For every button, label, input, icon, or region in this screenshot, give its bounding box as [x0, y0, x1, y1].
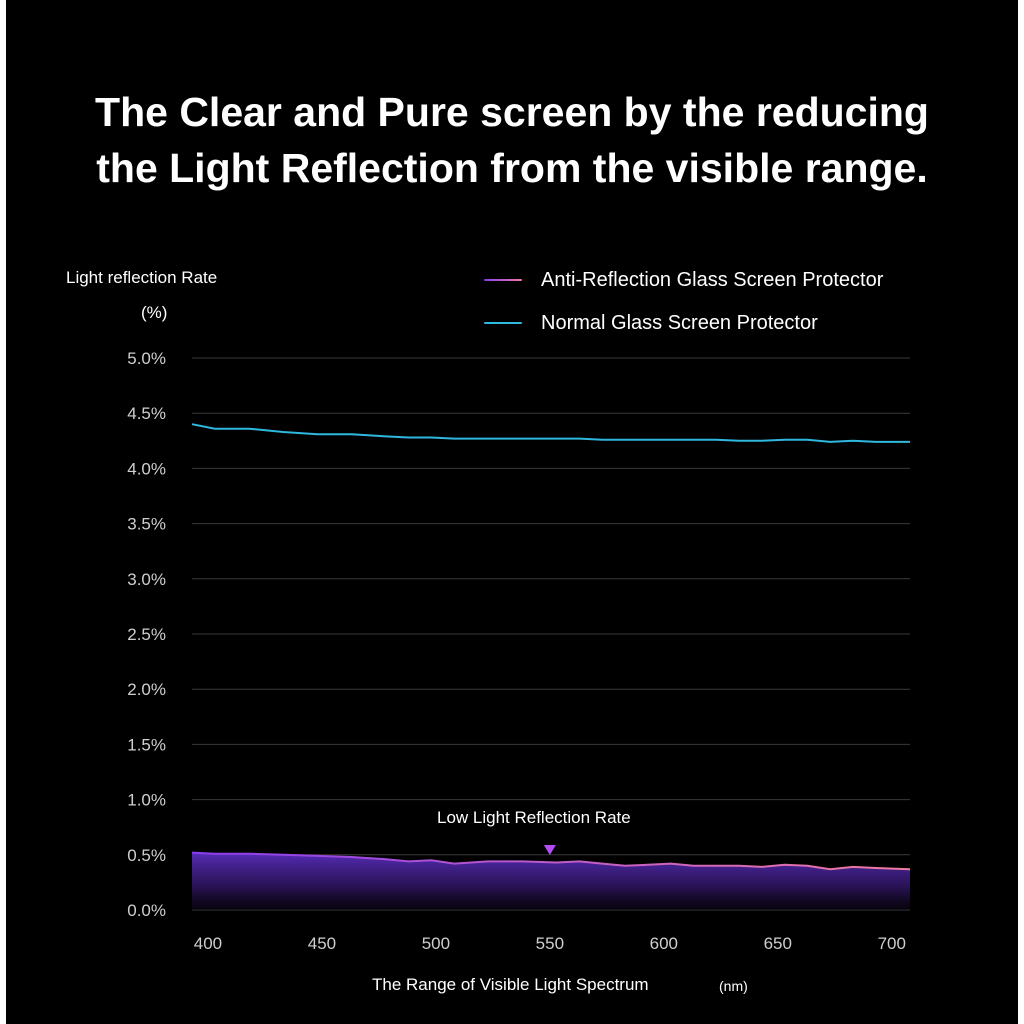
y-tick-label: 4.0% [127, 459, 166, 478]
y-tick-label: 0.5% [127, 846, 166, 865]
x-tick-label: 700 [878, 934, 906, 953]
y-tick-label: 0.0% [127, 901, 166, 920]
y-tick-label: 2.5% [127, 625, 166, 644]
x-tick-label: 550 [536, 934, 564, 953]
legend-item-normal: Normal Glass Screen Protector [484, 308, 818, 338]
x-axis-label: The Range of Visible Light Spectrum [372, 975, 649, 994]
y-axis-unit: (%) [141, 303, 168, 322]
legend-swatch-normal [484, 322, 522, 324]
y-tick-label: 4.5% [127, 404, 166, 423]
annotation-marker-icon [543, 845, 556, 855]
y-tick-label: 3.0% [127, 570, 166, 589]
x-tick-label: 500 [422, 934, 450, 953]
line-normal [191, 423, 910, 443]
title-line-2: the Light Reflection from the visible ra… [96, 145, 928, 191]
legend-label-normal: Normal Glass Screen Protector [541, 311, 818, 334]
legend-item-anti-reflection: Anti-Reflection Glass Screen Protector [484, 265, 883, 295]
y-tick-label: 3.5% [127, 515, 166, 534]
y-tick-label: 1.0% [127, 791, 166, 810]
annotation-layer: Low Light Reflection Rate [437, 808, 631, 855]
chart-background [6, 0, 1018, 1024]
x-tick-label: 650 [764, 934, 792, 953]
y-tick-label: 5.0% [127, 349, 166, 368]
y-axis-label: Light reflection Rate [66, 268, 218, 287]
title-line-1: The Clear and Pure screen by the reducin… [95, 89, 929, 135]
legend-swatch-anti-reflection [484, 279, 522, 281]
grid-layer [192, 357, 910, 911]
x-tick-label: 600 [650, 934, 678, 953]
chart-title: The Clear and Pure screen by the reducin… [6, 84, 1018, 196]
y-tick-label: 1.5% [127, 735, 166, 754]
legend-label-anti-reflection: Anti-Reflection Glass Screen Protector [541, 268, 884, 291]
series-layer [191, 423, 911, 910]
annotation-label: Low Light Reflection Rate [437, 808, 631, 827]
x-tick-label: 450 [308, 934, 336, 953]
y-tick-label: 2.0% [127, 680, 166, 699]
x-tick-label: 400 [194, 934, 222, 953]
x-axis-unit: (nm) [719, 978, 748, 994]
x-tick-labels: 400 450 500 550 600 650 700 [194, 934, 906, 953]
area-anti-reflection [192, 852, 910, 910]
y-tick-labels: 0.0% 0.5% 1.0% 1.5% 2.0% 2.5% 3.0% 3.5% 4.0% 4.5%… [127, 349, 166, 920]
line-anti-reflection [191, 851, 911, 871]
